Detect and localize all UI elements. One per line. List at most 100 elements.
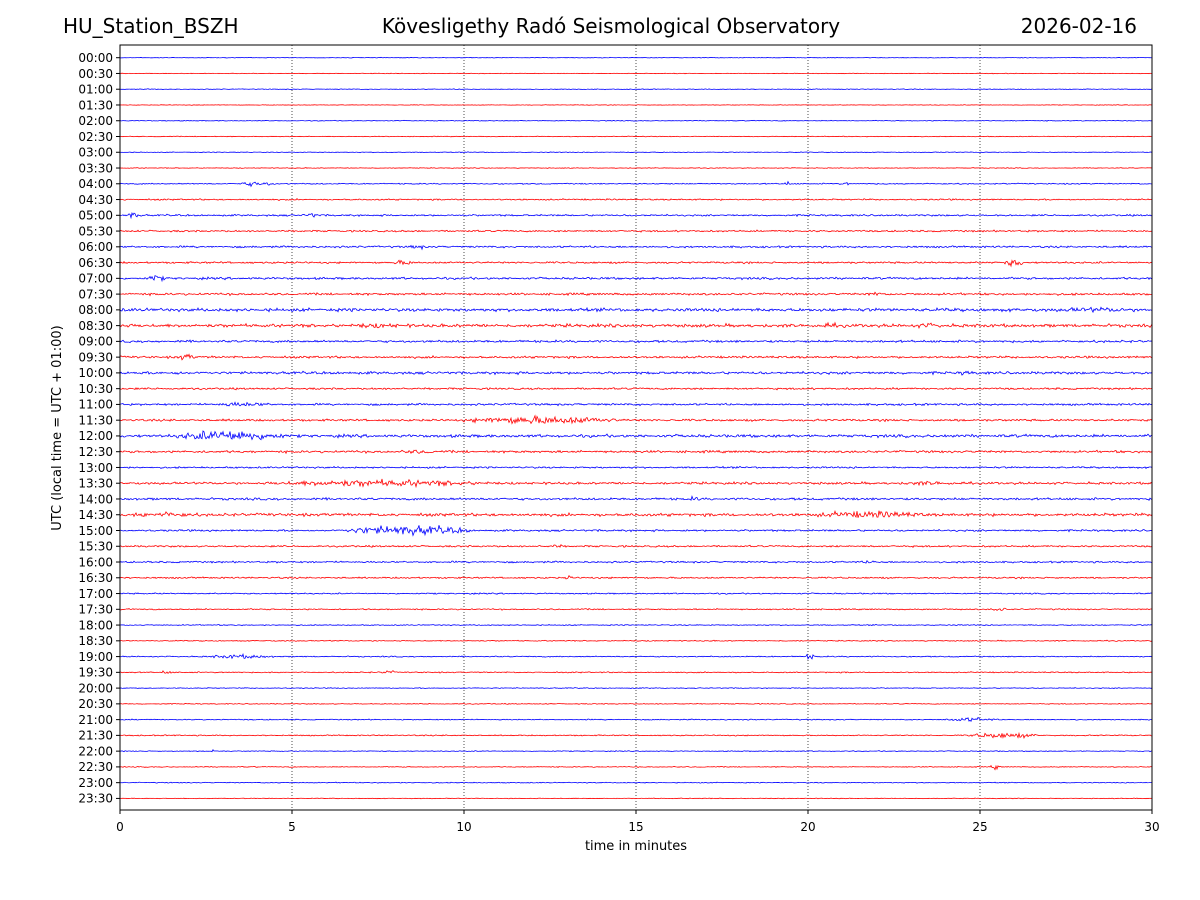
trace-0100 [119, 88, 1153, 91]
trace-1030 [119, 386, 1153, 391]
y-tick-label-0600: 06:00 [78, 240, 113, 254]
x-tick-label-0: 0 [116, 820, 124, 834]
y-tick-label-2030: 20:30 [78, 697, 113, 711]
y-tick-label-0630: 06:30 [78, 256, 113, 270]
y-tick-label-1530: 15:30 [78, 540, 113, 554]
trace-0900 [119, 339, 1153, 344]
y-tick-label-0100: 01:00 [78, 83, 113, 97]
trace-0330 [119, 167, 1153, 169]
trace-1100 [119, 401, 1153, 407]
trace-1400 [119, 495, 1153, 502]
y-tick-label-1330: 13:30 [78, 477, 113, 491]
y-tick-label-2130: 21:30 [78, 729, 113, 743]
trace-1230 [119, 449, 1153, 455]
trace-0600 [119, 244, 1153, 251]
trace-0230 [119, 135, 1153, 138]
trace-0130 [119, 104, 1153, 106]
y-tick-label-0200: 02:00 [78, 114, 113, 128]
y-tick-label-0130: 01:30 [78, 98, 113, 112]
trace-1830 [119, 639, 1153, 642]
trace-0700 [119, 275, 1153, 283]
trace-0500 [119, 211, 1153, 220]
x-tick-label-20: 20 [800, 820, 815, 834]
y-tick-label-1000: 10:00 [78, 366, 113, 380]
y-tick-label-1730: 17:30 [78, 603, 113, 617]
trace-0830 [119, 321, 1153, 329]
y-tick-label-1900: 19:00 [78, 650, 113, 664]
seismogram-traces [119, 56, 1153, 800]
trace-2200 [119, 749, 1153, 753]
y-tick-label-0230: 02:30 [78, 130, 113, 144]
y-tick-label-2230: 22:30 [78, 760, 113, 774]
trace-0300 [119, 151, 1153, 154]
station-name: HU_Station_BSZH [63, 14, 239, 38]
y-tick-label-2100: 21:00 [78, 713, 113, 727]
trace-0530 [119, 229, 1153, 233]
y-tick-label-1430: 14:30 [78, 508, 113, 522]
trace-1130 [119, 414, 1153, 425]
y-tick-label-0530: 05:30 [78, 224, 113, 238]
trace-1900 [119, 652, 1153, 660]
y-tick-label-0300: 03:00 [78, 146, 113, 160]
y-tick-label-1500: 15:00 [78, 524, 113, 538]
trace-2130 [119, 731, 1153, 739]
x-axis-label: time in minutes [585, 839, 687, 854]
trace-1730 [119, 607, 1153, 612]
trace-2000 [119, 687, 1153, 690]
x-tick-label-30: 30 [1144, 820, 1159, 834]
trace-0730 [119, 291, 1153, 297]
trace-0000 [119, 56, 1153, 59]
y-tick-label-0800: 08:00 [78, 303, 113, 317]
y-tick-label-2000: 20:00 [78, 681, 113, 695]
trace-0430 [119, 198, 1153, 201]
y-tick-label-1930: 19:30 [78, 666, 113, 680]
trace-0400 [119, 180, 1153, 188]
y-tick-label-1030: 10:30 [78, 382, 113, 396]
y-tick-label-1130: 11:30 [78, 413, 113, 427]
grid-lines [291, 45, 981, 810]
trace-1500 [119, 525, 1153, 537]
y-tick-label-0000: 00:00 [78, 51, 113, 65]
x-tick-label-10: 10 [456, 820, 471, 834]
y-tick-label-0400: 04:00 [78, 177, 113, 191]
y-tick-label-1200: 12:00 [78, 429, 113, 443]
y-tick-label-0330: 03:30 [78, 161, 113, 175]
y-tick-label-2300: 23:00 [78, 776, 113, 790]
y-tick-label-0730: 07:30 [78, 287, 113, 301]
y-tick-label-1630: 16:30 [78, 571, 113, 585]
x-tick-label-25: 25 [972, 820, 987, 834]
observatory-title: Kövesligethy Radó Seismological Observat… [381, 14, 841, 38]
trace-0630 [119, 259, 1153, 268]
y-tick-label-2200: 22:00 [78, 744, 113, 758]
trace-0800 [119, 306, 1153, 314]
y-tick-label-2330: 23:30 [78, 792, 113, 806]
y-tick-label-1400: 14:00 [78, 492, 113, 506]
y-tick-label-0930: 09:30 [78, 350, 113, 364]
y-tick-label-1300: 13:00 [78, 461, 113, 475]
trace-2100 [119, 716, 1153, 722]
trace-2330 [119, 797, 1153, 800]
plot-date: 2026-02-16 [1020, 14, 1137, 38]
y-tick-label-1830: 18:30 [78, 634, 113, 648]
trace-1800 [119, 623, 1153, 627]
trace-1600 [119, 559, 1153, 564]
y-tick-label-0030: 00:30 [78, 67, 113, 81]
trace-1000 [119, 370, 1153, 376]
y-tick-label-1800: 18:00 [78, 618, 113, 632]
y-tick-label-0900: 09:00 [78, 335, 113, 349]
y-tick-label-1230: 12:30 [78, 445, 113, 459]
trace-0030 [119, 72, 1153, 75]
x-tick-label-15: 15 [628, 820, 643, 834]
trace-1300 [119, 465, 1153, 470]
trace-1630 [119, 575, 1153, 580]
y-axis-label: UTC (local time = UTC + 01:00) [50, 325, 65, 530]
y-tick-label-1700: 17:00 [78, 587, 113, 601]
trace-1530 [119, 544, 1153, 548]
trace-1430 [119, 510, 1153, 519]
x-tick-label-5: 5 [288, 820, 296, 834]
trace-2030 [119, 702, 1153, 705]
y-tick-label-0700: 07:00 [78, 272, 113, 286]
trace-0200 [119, 119, 1153, 122]
